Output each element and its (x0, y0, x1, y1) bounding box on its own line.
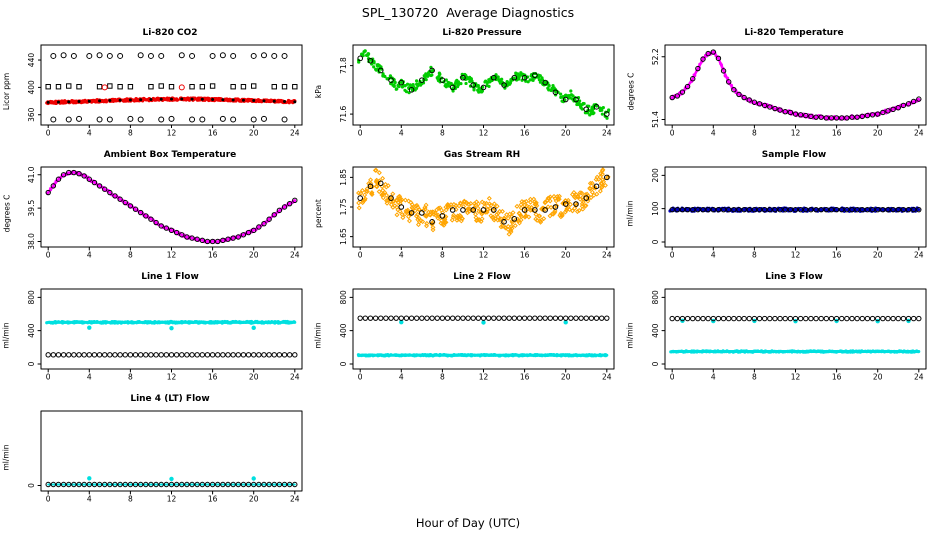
panel-line1-flow: Line 1 Flow ml/min (0, 268, 312, 390)
y-axis-label-text: percent (314, 198, 324, 228)
y-axis-label: degrees C (624, 40, 637, 142)
y-axis-label: Licor ppm (0, 40, 13, 142)
plot-li820-co2 (13, 40, 309, 142)
chart-title: Li-820 Pressure (442, 28, 522, 38)
panel-gas-stream-rh: Gas Stream RH percent (312, 146, 624, 268)
chart-title: Ambient Box Temperature (103, 150, 237, 160)
plot-li820-pressure (325, 40, 621, 142)
plot-line4-lt-flow (13, 406, 309, 508)
y-axis-label-text: ml/min (626, 321, 635, 349)
chart-title: Li-820 Temperature (744, 28, 844, 38)
y-axis-label-text: Licor ppm (2, 72, 11, 110)
y-axis-label-text: ml/min (314, 321, 323, 349)
panel-sample-flow: Sample Flow ml/min (624, 146, 936, 268)
page-title: SPL_130720 Average Diagnostics (361, 5, 575, 20)
x-axis-label: Hour of Day (UTC) (415, 516, 521, 530)
y-axis-label: ml/min (0, 406, 13, 508)
chart-grid: Li-820 CO2 Licor ppm Li-820 Pressure kPa… (0, 24, 936, 512)
panel-line4-lt-flow: Line 4 (LT) Flow ml/min (0, 390, 312, 512)
panel-li820-temperature: Li-820 Temperature degrees C (624, 24, 936, 146)
chart-title: Gas Stream RH (443, 150, 521, 160)
y-axis-label: ml/min (312, 284, 325, 386)
y-axis-label: degrees C (0, 162, 13, 264)
chart-title: Line 1 Flow (141, 272, 199, 282)
y-axis-label: ml/min (624, 284, 637, 386)
plot-li820-temperature (637, 40, 933, 142)
y-axis-label: percent (312, 162, 325, 264)
chart-title: Sample Flow (761, 150, 827, 160)
plot-sample-flow (637, 162, 933, 264)
y-axis-label-text: degrees C (2, 194, 11, 232)
chart-title: Line 4 (LT) Flow (130, 394, 210, 404)
y-axis-label: ml/min (0, 284, 13, 386)
plot-line3-flow (637, 284, 933, 386)
y-axis-label-text: kPa (314, 84, 323, 98)
panel-line2-flow: Line 2 Flow ml/min (312, 268, 624, 390)
panel-ambient-box-temperature: Ambient Box Temperature degrees C (0, 146, 312, 268)
y-axis-label: ml/min (624, 162, 637, 264)
y-axis-label-text: ml/min (626, 199, 635, 227)
panel-li820-pressure: Li-820 Pressure kPa (312, 24, 624, 146)
chart-title: Line 3 Flow (765, 272, 823, 282)
chart-title: Li-820 CO2 (142, 28, 198, 38)
plot-gas-stream-rh (325, 162, 621, 264)
plot-line2-flow (325, 284, 621, 386)
y-axis-label: kPa (312, 40, 325, 142)
y-axis-label-text: degrees C (626, 72, 635, 110)
panel-li820-co2: Li-820 CO2 Licor ppm (0, 24, 312, 146)
y-axis-label-text: ml/min (2, 321, 11, 349)
y-axis-label-text: ml/min (2, 443, 11, 471)
plot-line1-flow (13, 284, 309, 386)
plot-ambient-box-temperature (13, 162, 309, 264)
panel-line3-flow: Line 3 Flow ml/min (624, 268, 936, 390)
chart-title: Line 2 Flow (453, 272, 511, 282)
